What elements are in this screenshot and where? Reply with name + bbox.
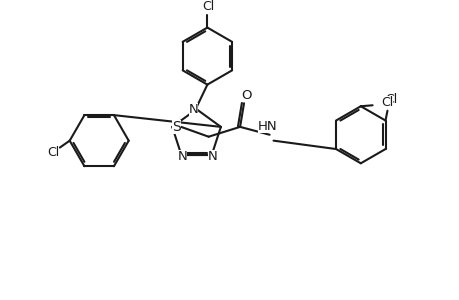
Text: N: N	[188, 103, 198, 116]
Text: Cl: Cl	[47, 146, 59, 159]
Text: N: N	[177, 150, 187, 163]
Text: HN: HN	[257, 120, 277, 134]
Text: O: O	[240, 89, 251, 102]
Text: Cl: Cl	[385, 93, 397, 106]
Text: Cl: Cl	[381, 96, 392, 109]
Text: N: N	[207, 150, 217, 163]
Text: Cl: Cl	[202, 0, 214, 14]
Text: S: S	[171, 120, 180, 134]
